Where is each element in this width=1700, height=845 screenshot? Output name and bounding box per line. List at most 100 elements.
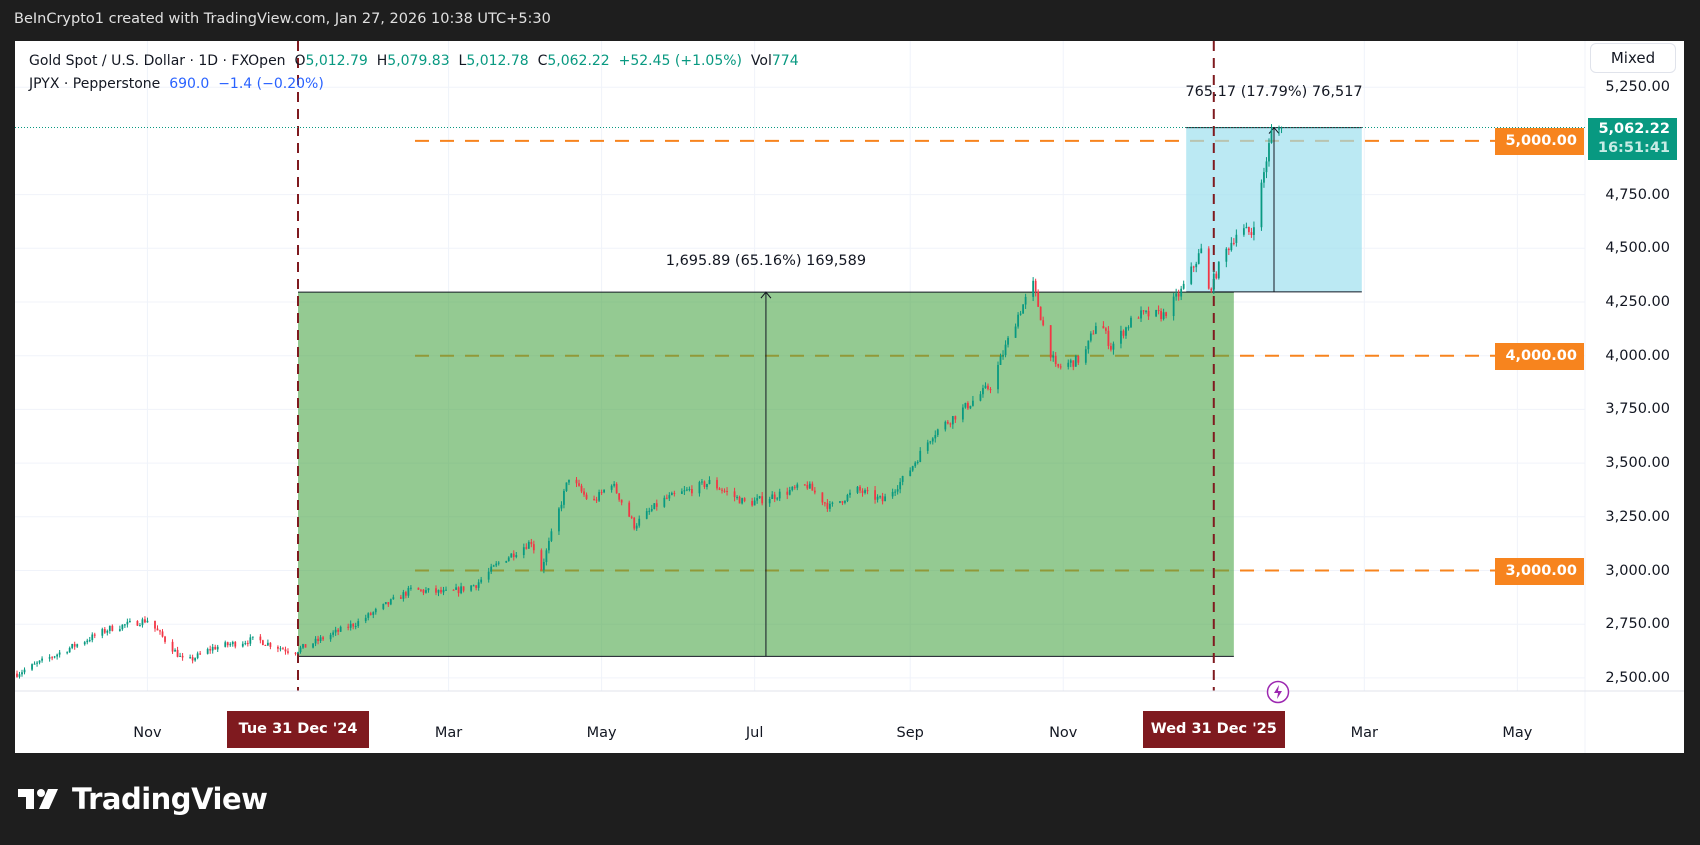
candle-body — [304, 644, 307, 648]
candle-body — [1230, 242, 1233, 251]
candle-body — [231, 642, 234, 645]
candle-body — [374, 608, 377, 613]
close-value: 5,062.22 — [547, 53, 610, 69]
candle-body — [753, 500, 756, 506]
candle-body — [266, 642, 269, 646]
scale-mode-button[interactable]: Mixed — [1590, 43, 1676, 73]
candle-body — [480, 579, 483, 583]
candle-body — [299, 647, 302, 653]
candle-body — [455, 587, 457, 590]
candle-body — [565, 482, 568, 491]
candle-body — [404, 592, 407, 596]
high-label: H — [376, 53, 388, 69]
candle-body — [680, 491, 683, 494]
candle-body — [929, 441, 932, 443]
candle-body — [23, 669, 26, 673]
candle-body — [181, 655, 184, 658]
time-tick-label: Mar — [1350, 725, 1378, 741]
candle-body — [216, 646, 219, 650]
candle-body — [846, 494, 849, 502]
high-value: 5,079.83 — [387, 53, 450, 69]
candle-body — [512, 553, 515, 558]
candle-body — [71, 643, 74, 648]
candle-body — [1007, 337, 1009, 345]
candle-body — [314, 638, 317, 644]
candle-body — [334, 629, 337, 633]
candle-body — [796, 484, 799, 488]
chart-pane[interactable]: Gold Spot / U.S. Dollar · 1D · FXOpen O 5… — [15, 41, 1684, 753]
candle-body — [1112, 343, 1115, 350]
candle-body — [91, 634, 94, 641]
candle-body — [472, 585, 475, 587]
candle-body — [527, 542, 530, 549]
candle-body — [123, 624, 126, 626]
candle-body — [176, 649, 179, 657]
candle-body — [776, 498, 779, 500]
candle-body — [911, 466, 914, 471]
candle-body — [733, 491, 736, 498]
candle-body — [246, 643, 249, 645]
date-marker-label: Tue 31 Dec '24 — [227, 711, 369, 748]
candle-body — [357, 621, 360, 627]
candle-body — [613, 483, 616, 486]
overlay-symbol[interactable]: JPYX · Pepperstone — [29, 76, 161, 92]
candle-body — [269, 642, 272, 647]
candle-body — [1140, 310, 1142, 319]
candle-body — [425, 590, 427, 593]
open-label: O — [294, 53, 306, 69]
candle-body — [209, 649, 212, 651]
candle-body — [322, 637, 324, 640]
price-tick-label: 3,750.00 — [1605, 401, 1670, 418]
candle-body — [881, 496, 884, 502]
candle-body — [352, 623, 355, 627]
candle-body — [329, 634, 332, 640]
candle-body — [53, 656, 56, 658]
candle-body — [364, 617, 367, 622]
time-tick-label: May — [1502, 725, 1533, 741]
candle-body — [507, 557, 510, 562]
tradingview-logo[interactable]: TradingView — [18, 782, 268, 816]
candle-body — [1092, 333, 1095, 335]
candle-body — [417, 587, 420, 590]
candle-body — [1217, 261, 1220, 279]
candle-body — [33, 663, 36, 665]
candle-body — [989, 389, 992, 391]
candle-body — [339, 626, 342, 632]
candle-body — [618, 493, 621, 500]
candle-body — [189, 657, 192, 659]
candle-body — [979, 394, 982, 401]
candle-body — [874, 490, 876, 500]
candle-body — [826, 502, 829, 509]
candle-body — [1107, 330, 1110, 346]
candle-body — [946, 421, 949, 424]
candle-body — [1268, 143, 1270, 162]
price-chart[interactable] — [15, 41, 1684, 753]
symbol-title[interactable]: Gold Spot / U.S. Dollar · 1D · FXOpen — [29, 53, 286, 69]
bar-countdown: 16:51:41 — [1597, 139, 1670, 156]
symbol-legend: Gold Spot / U.S. Dollar · 1D · FXOpen O 5… — [29, 53, 799, 69]
candle-body — [66, 652, 69, 654]
candle-body — [1102, 326, 1105, 329]
candle-body — [522, 547, 525, 556]
candle-body — [21, 672, 23, 675]
candle-body — [788, 489, 791, 495]
candle-body — [387, 602, 390, 605]
lightning-event-icon[interactable] — [1266, 680, 1290, 704]
candle-body — [1034, 280, 1037, 292]
candle-body — [1192, 266, 1195, 268]
candle-body — [736, 496, 738, 498]
candle-body — [206, 649, 209, 654]
time-tick-label: Nov — [133, 725, 162, 741]
candle-body — [1145, 310, 1147, 312]
candle-body — [839, 501, 841, 503]
candle-body — [688, 488, 691, 490]
candle-body — [410, 587, 412, 589]
candle-body — [31, 664, 33, 670]
candle-body — [505, 561, 508, 563]
candle-body — [741, 498, 743, 504]
candle-body — [224, 642, 227, 647]
candle-body — [302, 644, 304, 648]
candle-body — [1225, 248, 1228, 262]
candle-body — [1072, 360, 1075, 367]
candle-body — [1039, 306, 1042, 321]
